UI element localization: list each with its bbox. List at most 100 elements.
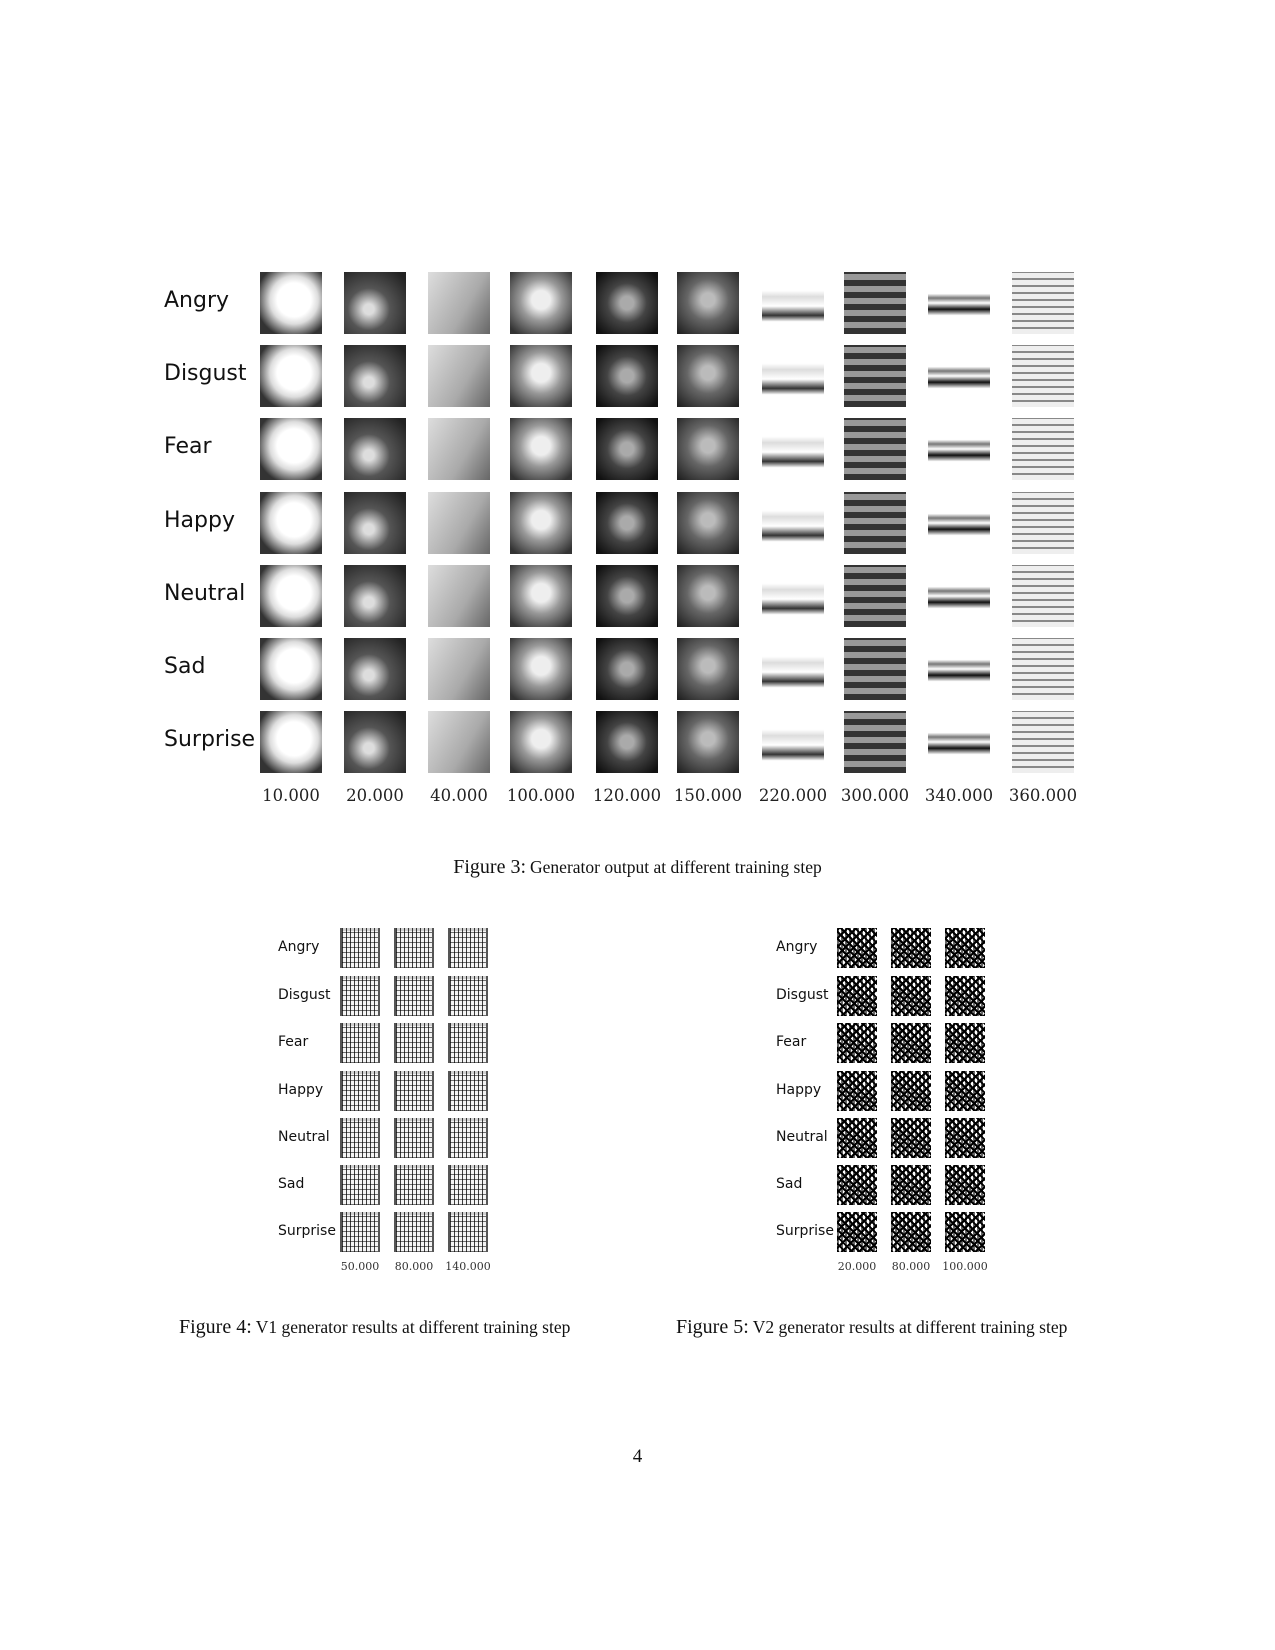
generated-face-image: [344, 492, 406, 554]
generated-face-image: [677, 272, 739, 334]
generated-face-image: [677, 638, 739, 700]
generated-face-image: [844, 272, 906, 334]
generated-image: [891, 1212, 931, 1252]
figure-4-caption-text: V1 generator results at different traini…: [255, 1317, 571, 1337]
generated-face-image: [344, 345, 406, 407]
training-step-label: 300.000: [840, 786, 910, 805]
training-step-label: 80.000: [891, 1260, 931, 1273]
generated-face-image: [762, 638, 824, 700]
generated-face-image: [344, 711, 406, 773]
training-step-label: 10.000: [262, 786, 320, 805]
generated-face-image: [844, 418, 906, 480]
generated-face-image: [510, 418, 572, 480]
training-step-label: 360.000: [1008, 786, 1078, 805]
generated-face-image: [428, 638, 490, 700]
row-label-happy: Happy: [164, 508, 235, 533]
figure-5-caption-number: Figure 5:: [676, 1316, 749, 1338]
generated-face-image: [844, 638, 906, 700]
generated-face-image: [428, 492, 490, 554]
generated-image: [394, 1212, 434, 1252]
generated-image: [448, 1023, 488, 1063]
generated-face-image: [762, 492, 824, 554]
generated-image: [340, 976, 380, 1016]
training-step-label: 140.000: [445, 1260, 491, 1273]
generated-face-image: [677, 418, 739, 480]
generated-face-image: [844, 492, 906, 554]
generated-face-image: [762, 565, 824, 627]
figure-3-caption-text: Generator output at different training s…: [530, 857, 822, 877]
generated-face-image: [928, 638, 990, 700]
generated-image: [891, 976, 931, 1016]
generated-image: [340, 1118, 380, 1158]
generated-face-image: [596, 345, 658, 407]
generated-face-image: [596, 418, 658, 480]
generated-image: [394, 1118, 434, 1158]
generated-face-image: [1012, 711, 1074, 773]
row-label-surprise: Surprise: [278, 1223, 336, 1239]
figure-3-caption: Figure 3: Generator output at different …: [0, 856, 1275, 879]
generated-face-image: [510, 492, 572, 554]
generated-face-image: [677, 711, 739, 773]
figure-4: Angry Disgust Fear Happy Neutral Sad Surprise 5…: [0, 0, 640, 1300]
generated-image: [891, 1023, 931, 1063]
generated-face-image: [428, 418, 490, 480]
row-label-neutral: Neutral: [278, 1129, 330, 1145]
generated-face-image: [844, 711, 906, 773]
generated-face-image: [260, 418, 322, 480]
generated-face-image: [510, 565, 572, 627]
generated-face-image: [260, 711, 322, 773]
training-step-label: 100.000: [942, 1260, 988, 1273]
generated-image: [340, 1165, 380, 1205]
generated-face-image: [344, 418, 406, 480]
row-label-angry: Angry: [776, 939, 818, 955]
generated-image: [448, 1165, 488, 1205]
generated-face-image: [428, 565, 490, 627]
row-label-disgust: Disgust: [164, 361, 247, 386]
figure-4-caption-number: Figure 4:: [179, 1316, 252, 1338]
generated-image: [837, 1118, 877, 1158]
generated-face-image: [928, 492, 990, 554]
generated-face-image: [260, 345, 322, 407]
figure-4-caption: Figure 4: V1 generator results at differ…: [179, 1316, 570, 1339]
generated-face-image: [1012, 345, 1074, 407]
generated-image: [891, 1165, 931, 1205]
generated-image: [945, 1118, 985, 1158]
generated-image: [945, 976, 985, 1016]
generated-image: [340, 928, 380, 968]
row-label-neutral: Neutral: [776, 1129, 828, 1145]
generated-face-image: [510, 345, 572, 407]
generated-face-image: [928, 345, 990, 407]
generated-face-image: [1012, 565, 1074, 627]
generated-face-image: [428, 345, 490, 407]
row-label-sad: Sad: [776, 1176, 803, 1192]
generated-face-image: [844, 565, 906, 627]
generated-image: [394, 976, 434, 1016]
generated-image: [340, 1071, 380, 1111]
generated-image: [448, 1212, 488, 1252]
generated-image: [945, 1212, 985, 1252]
generated-face-image: [260, 492, 322, 554]
generated-image: [448, 976, 488, 1016]
generated-face-image: [844, 345, 906, 407]
training-step-label: 20.000: [346, 786, 404, 805]
training-step-label: 50.000: [340, 1260, 380, 1273]
generated-face-image: [928, 272, 990, 334]
training-step-label: 340.000: [924, 786, 994, 805]
row-label-happy: Happy: [776, 1082, 822, 1098]
generated-face-image: [428, 711, 490, 773]
generated-face-image: [1012, 638, 1074, 700]
row-label-angry: Angry: [164, 288, 230, 313]
generated-face-image: [596, 492, 658, 554]
generated-face-image: [260, 638, 322, 700]
generated-face-image: [260, 272, 322, 334]
generated-image: [340, 1023, 380, 1063]
row-label-fear: Fear: [164, 434, 212, 459]
generated-face-image: [677, 492, 739, 554]
generated-face-image: [928, 565, 990, 627]
generated-face-image: [677, 345, 739, 407]
generated-face-image: [344, 565, 406, 627]
page-number: 4: [632, 1446, 643, 1467]
generated-image: [394, 1071, 434, 1111]
generated-image: [837, 1023, 877, 1063]
generated-face-image: [510, 272, 572, 334]
